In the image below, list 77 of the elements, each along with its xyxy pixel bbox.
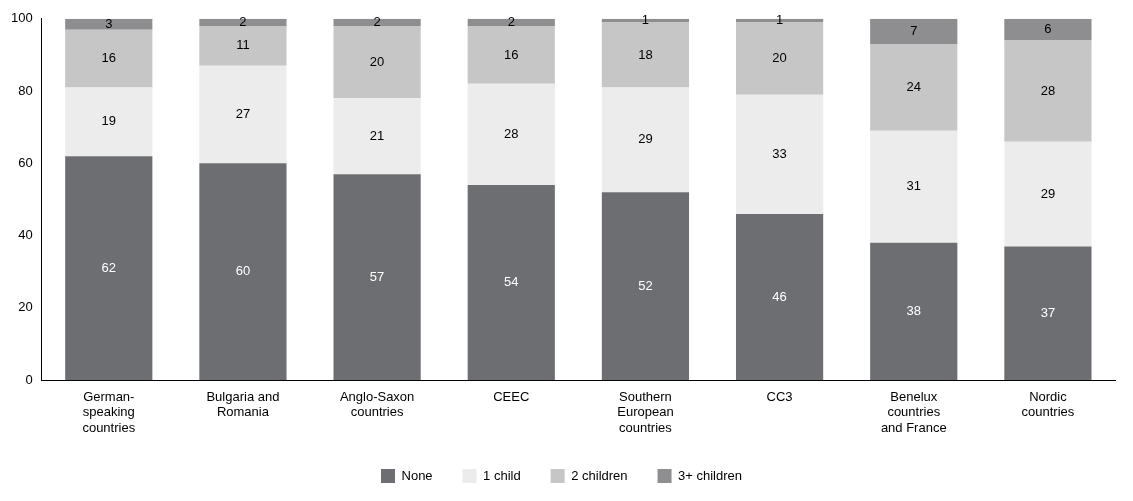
bar: [199, 65, 287, 164]
x-tick-label: CEEC: [493, 388, 530, 404]
data-label: 24: [906, 79, 921, 95]
bar: [735, 213, 824, 381]
y-tick-label: 40: [18, 227, 33, 243]
x-tick-label: Anglo-Saxon countries: [339, 388, 415, 420]
x-tick-label: Bulgaria and Romania: [206, 388, 280, 420]
legend-label: None: [401, 467, 433, 483]
y-tick-label: 0: [25, 371, 33, 387]
bar: [735, 22, 824, 95]
data-label: 28: [1040, 82, 1056, 98]
bar: [1004, 18, 1092, 41]
x-tick-label: Nordic countries: [1021, 388, 1075, 420]
data-label: 1: [641, 12, 650, 28]
data-label: 38: [906, 303, 921, 319]
y-tick-label: 20: [18, 299, 33, 315]
data-label: 27: [235, 106, 251, 122]
bar: [333, 174, 421, 381]
x-tick-label: German- speaking countries: [82, 388, 136, 435]
bar: [65, 29, 153, 88]
data-label: 3: [105, 15, 113, 31]
data-label: 46: [772, 288, 787, 304]
bar: [467, 26, 555, 84]
bar: [1004, 40, 1092, 142]
x-tick-label: Southern European countries: [617, 388, 674, 435]
bar: [467, 83, 555, 186]
bar: [870, 242, 958, 381]
data-label: 33: [772, 145, 787, 161]
bar: [199, 26, 287, 66]
y-tick-label: 80: [18, 82, 33, 98]
data-label: 52: [638, 277, 653, 293]
data-label: 62: [101, 259, 117, 275]
bar: [1004, 246, 1092, 381]
legend-label: 1 child: [483, 467, 521, 483]
data-label: 1: [775, 12, 784, 28]
bar: [601, 22, 690, 88]
bar: [333, 98, 421, 175]
bar: [65, 18, 153, 30]
bar: [735, 94, 824, 214]
x-tick-label: CC3: [766, 388, 793, 404]
data-label: 20: [369, 53, 385, 69]
bar: [1004, 141, 1092, 247]
data-label: 29: [1040, 185, 1056, 201]
data-label: 28: [504, 126, 519, 142]
data-label: 57: [369, 268, 385, 284]
bar: [467, 185, 555, 381]
data-label: 16: [504, 46, 519, 62]
bar: [65, 87, 153, 157]
data-label: 54: [504, 274, 519, 290]
bar: [870, 44, 958, 131]
bar: [65, 156, 153, 381]
data-label: 11: [236, 37, 250, 53]
bar: [870, 130, 958, 243]
data-label: 37: [1040, 304, 1056, 320]
data-label: 19: [101, 113, 117, 129]
data-label: 20: [772, 50, 787, 66]
legend-label: 3+ children: [678, 467, 742, 483]
bar: [601, 87, 690, 193]
bar: [333, 26, 421, 99]
bar: [601, 192, 690, 381]
bar: [467, 18, 555, 27]
data-label: 7: [910, 23, 918, 39]
data-label: 21: [369, 127, 385, 143]
data-label: 29: [638, 131, 653, 147]
bar: [199, 163, 287, 381]
bar: [199, 18, 287, 27]
legend-label: 2 children: [571, 467, 628, 483]
data-label: 60: [235, 263, 251, 279]
y-tick-label: 60: [18, 154, 33, 170]
data-label: 16: [101, 50, 117, 66]
data-label: 18: [638, 46, 653, 62]
data-label: 6: [1044, 21, 1052, 37]
y-tick-label: 100: [10, 10, 33, 26]
x-tick-label: Benelux countries and France: [880, 388, 947, 435]
bar: [333, 18, 421, 27]
bar: [870, 18, 958, 45]
data-label: 31: [906, 178, 921, 194]
